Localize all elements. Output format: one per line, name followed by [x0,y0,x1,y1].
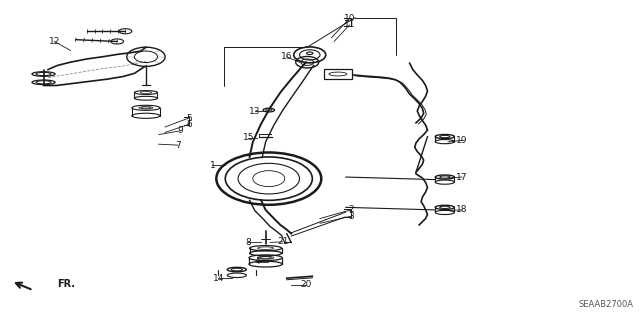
Text: SEAAB2700A: SEAAB2700A [579,300,634,309]
Text: 3: 3 [348,212,353,221]
Text: 20: 20 [300,280,312,289]
Text: 10: 10 [344,14,355,23]
Text: 11: 11 [344,20,355,29]
Text: 16: 16 [281,52,292,61]
Text: 1: 1 [210,161,215,170]
Text: 15: 15 [243,133,254,142]
Text: 18: 18 [456,205,468,214]
Text: 2: 2 [348,205,353,214]
Text: 21: 21 [277,237,289,246]
Text: 6: 6 [186,120,191,129]
Text: 8: 8 [246,238,251,247]
Text: 12: 12 [49,37,60,46]
Text: FR.: FR. [58,279,76,289]
Text: 4: 4 [255,257,260,266]
Text: 14: 14 [213,274,225,283]
Text: 5: 5 [186,114,191,122]
Text: 17: 17 [456,173,468,182]
Text: 19: 19 [456,136,468,145]
Text: 7: 7 [175,141,180,150]
Text: 9: 9 [178,126,183,135]
Text: 13: 13 [249,107,260,115]
